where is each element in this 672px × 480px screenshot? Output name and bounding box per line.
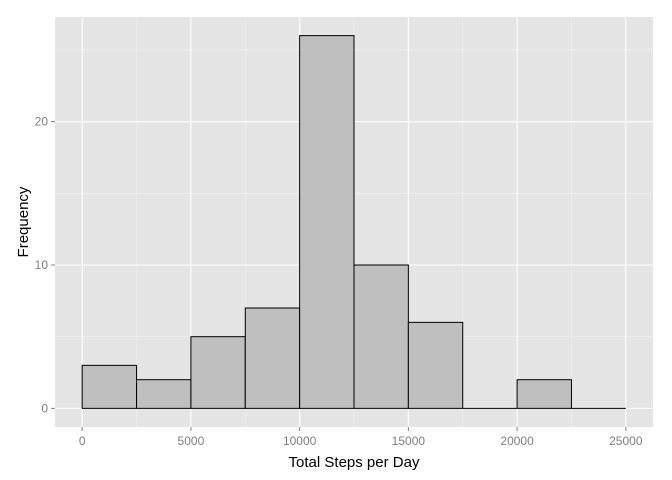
histogram-bar [353,264,409,409]
y-tick-label: 10 [35,258,49,272]
histogram-bar [407,321,464,409]
y-axis-ticks: 0 10 20 [35,115,55,415]
x-axis-title: Total Steps per Day [289,454,420,471]
histogram-bar [516,379,572,409]
x-tick-label: 15000 [392,434,426,448]
histogram-bar [190,336,246,409]
y-axis-title: Frequency [15,186,32,257]
histogram-bar [299,35,355,409]
x-axis-ticks: 0 5000 10000 15000 20000 25000 [79,427,643,448]
x-tick-label: 20000 [500,434,534,448]
x-tick-label: 25000 [609,434,643,448]
histogram-bar [81,364,138,409]
y-tick-label: 20 [35,115,49,129]
x-tick-label: 0 [79,434,86,448]
histogram-bar [244,307,301,409]
x-tick-label: 10000 [283,434,317,448]
y-tick-label: 0 [41,401,48,415]
x-tick-label: 5000 [178,434,205,448]
histogram-bar [136,379,192,409]
histogram-bars [81,35,626,409]
